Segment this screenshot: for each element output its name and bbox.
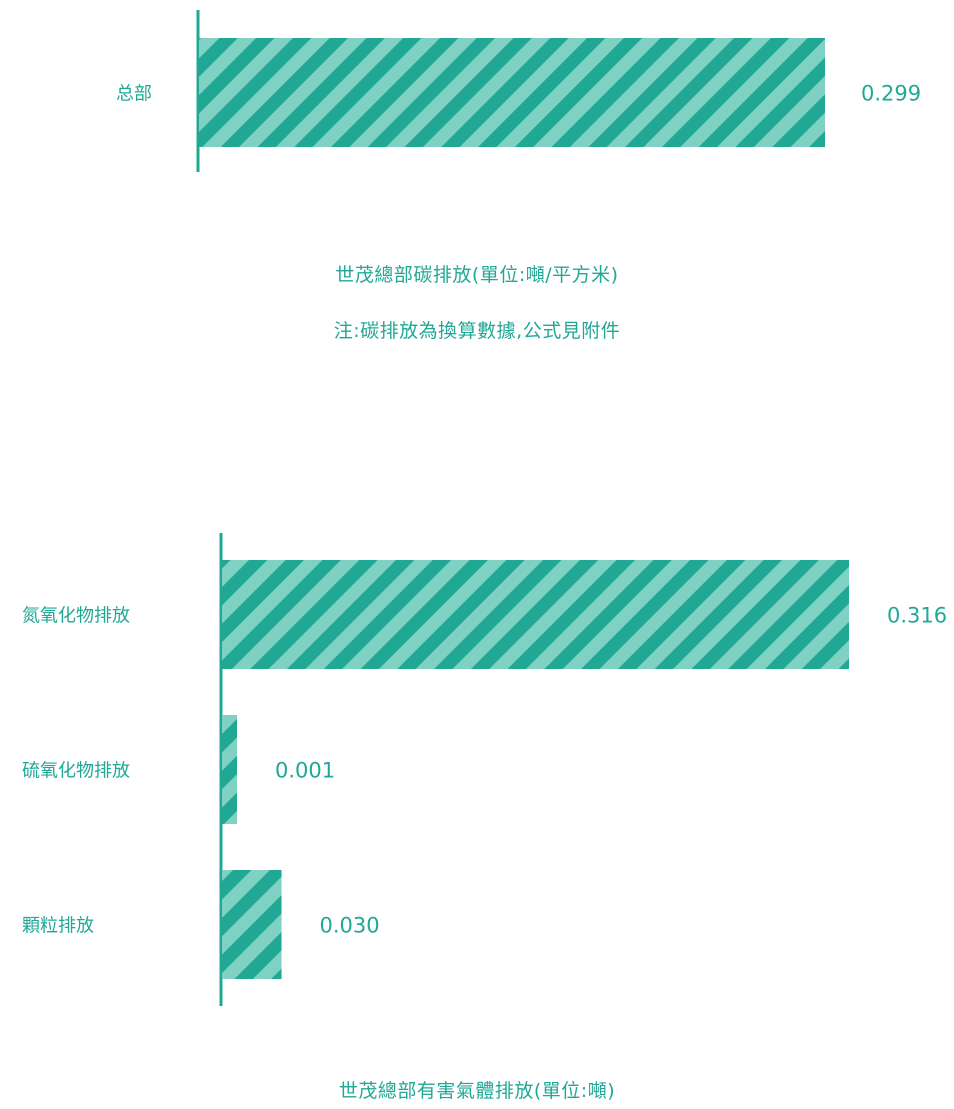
bar-gas-2: [222, 870, 282, 979]
bar-carbon-0: [199, 38, 825, 147]
category-label-gas-0: 氮氧化物排放: [22, 606, 130, 627]
harmful-gas-chart: 氮氧化物排放 0.316 硫氧化物排放 0.001 顆粒排放 0.030: [22, 533, 947, 1006]
value-label-carbon-0: 0.299: [861, 82, 921, 106]
value-label-gas-1: 0.001: [275, 759, 335, 783]
carbon-chart-note: 注:碳排放為換算數據,公式見附件: [333, 320, 621, 342]
carbon-chart-title: 世茂總部碳排放(單位:噸/平方米): [335, 264, 619, 286]
gas-chart-title: 世茂總部有害氣體排放(單位:噸): [338, 1080, 616, 1102]
category-label-carbon-0: 总部: [116, 84, 152, 105]
value-label-gas-0: 0.316: [887, 604, 947, 628]
category-label-gas-1: 硫氧化物排放: [22, 761, 130, 782]
value-label-gas-2: 0.030: [320, 914, 380, 938]
carbon-emission-chart: 总部 0.299: [116, 10, 921, 172]
bar-gas-1: [222, 715, 237, 824]
bar-gas-0: [222, 560, 849, 669]
category-label-gas-2: 顆粒排放: [22, 916, 94, 937]
